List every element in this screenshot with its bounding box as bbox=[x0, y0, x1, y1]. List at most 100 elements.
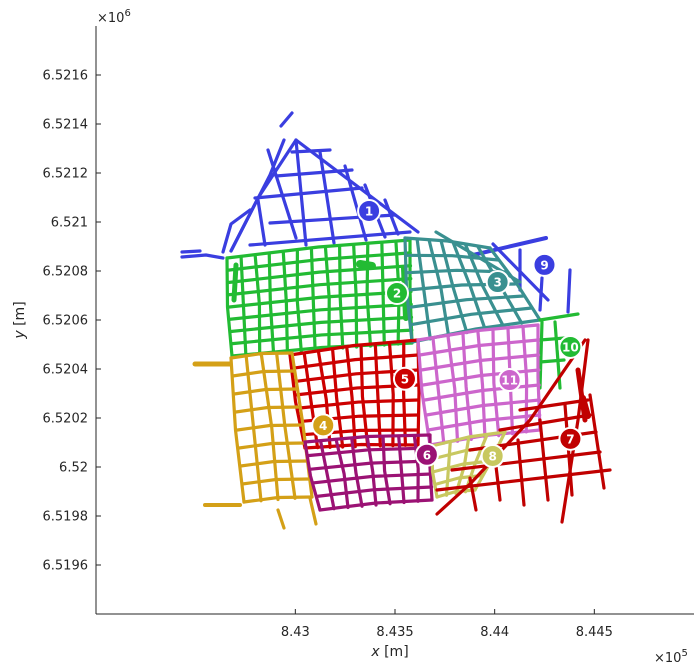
y-tick-label: 6.5198 bbox=[43, 510, 89, 525]
cluster-badge-number: 6 bbox=[423, 448, 431, 462]
street-segment bbox=[231, 369, 297, 378]
street-segment bbox=[242, 495, 314, 504]
cluster-badge-number: 10 bbox=[562, 340, 579, 354]
street-segment bbox=[403, 236, 492, 250]
y-tick-label: 6.5216 bbox=[43, 69, 89, 84]
street-segment bbox=[229, 315, 414, 334]
x-tick-label: 8.435 bbox=[376, 625, 413, 640]
street-segment bbox=[296, 398, 420, 410]
cluster-label-4: 4 bbox=[311, 413, 336, 438]
y-exponent-power: 6 bbox=[124, 8, 130, 19]
street-segment bbox=[226, 264, 413, 285]
street-segment bbox=[319, 439, 336, 511]
y-tick-label: 6.5208 bbox=[43, 265, 89, 280]
street-segment bbox=[450, 450, 602, 472]
street-segment bbox=[418, 338, 540, 357]
y-tick-label: 6.521 bbox=[51, 216, 88, 231]
street-segment bbox=[239, 459, 309, 468]
street-segment bbox=[303, 440, 322, 512]
street-segment bbox=[237, 441, 307, 450]
x-exponent-label: ×105 bbox=[654, 648, 688, 666]
street-segment bbox=[538, 320, 544, 390]
street-segment bbox=[516, 438, 526, 507]
street-segment bbox=[383, 198, 400, 236]
y-tick-label: 6.5196 bbox=[43, 559, 89, 574]
y-ticks: 6.5196 6.5198 6.52 6.5202 6.5204 6.5206 6.5208… bbox=[43, 69, 101, 574]
street-segment bbox=[308, 496, 318, 526]
x-axis-label: x [m] bbox=[370, 644, 408, 660]
street-network bbox=[180, 111, 612, 530]
street-segment bbox=[221, 208, 252, 254]
street-segment bbox=[518, 398, 590, 412]
street-segment bbox=[234, 405, 302, 414]
street-segment bbox=[538, 312, 580, 322]
cluster-badge-number: 8 bbox=[488, 449, 496, 463]
street-segment bbox=[235, 423, 304, 432]
street-segment bbox=[426, 413, 542, 432]
street-segment bbox=[498, 413, 592, 432]
y-tick-label: 6.5214 bbox=[43, 118, 89, 133]
street-segment bbox=[226, 251, 412, 272]
cluster-label-10: 10 bbox=[558, 334, 583, 359]
cluster-badge-number: 7 bbox=[566, 432, 574, 446]
street-segment bbox=[229, 351, 294, 360]
street-segment bbox=[309, 459, 433, 471]
street-segment bbox=[421, 368, 541, 387]
street-segment bbox=[439, 240, 469, 335]
street-segment bbox=[434, 473, 485, 486]
street-segment bbox=[334, 438, 350, 510]
street-segment bbox=[397, 435, 406, 505]
cluster-label-11: 11 bbox=[497, 368, 522, 393]
street-segment bbox=[521, 325, 529, 434]
cluster-label-8: 8 bbox=[480, 443, 505, 468]
cluster-label-2: 2 bbox=[384, 281, 409, 306]
street-segment bbox=[435, 488, 477, 499]
street-segment bbox=[560, 338, 590, 524]
y-tick-label: 6.5202 bbox=[43, 412, 89, 427]
cluster-label-3: 3 bbox=[485, 270, 510, 295]
street-segment bbox=[323, 246, 331, 351]
street-segment bbox=[430, 430, 507, 448]
cluster-badge-number: 3 bbox=[493, 276, 501, 290]
cluster-label-1: 1 bbox=[357, 198, 382, 223]
x-tick-label: 8.445 bbox=[576, 625, 613, 640]
street-segment bbox=[432, 459, 492, 474]
street-segment bbox=[309, 248, 317, 352]
y-axis-label: y [m] bbox=[12, 301, 28, 339]
street-segment bbox=[227, 289, 413, 309]
street-segment bbox=[225, 256, 234, 358]
street-segment bbox=[536, 323, 542, 432]
street-segment bbox=[451, 242, 487, 332]
street-segment bbox=[231, 262, 239, 303]
cluster-badge-number: 1 bbox=[365, 204, 373, 218]
cluster-badge-circle bbox=[384, 281, 409, 306]
street-segment bbox=[468, 476, 478, 512]
street-segment bbox=[318, 498, 434, 512]
street-segment bbox=[227, 277, 413, 297]
cluster-label-7: 7 bbox=[558, 426, 583, 451]
axes bbox=[95, 26, 694, 615]
street-segment bbox=[274, 168, 354, 178]
cluster-badge-circle bbox=[532, 252, 557, 277]
street-segment bbox=[306, 446, 432, 458]
street-segment bbox=[419, 353, 541, 372]
y-tick-label: 6.5204 bbox=[43, 363, 89, 378]
cluster-label-5: 5 bbox=[392, 366, 417, 391]
street-segment bbox=[431, 336, 446, 445]
street-segment bbox=[290, 353, 420, 370]
cluster-badge-number: 5 bbox=[401, 372, 409, 386]
street-segment bbox=[253, 186, 364, 200]
street-segment bbox=[279, 111, 294, 128]
street-segment bbox=[566, 268, 572, 314]
street-segment bbox=[416, 323, 540, 342]
cluster-labels: 1 2 3 4 5 6 7 8 9 10 11 bbox=[311, 198, 583, 468]
x-tick-label: 8.43 bbox=[281, 625, 310, 640]
street-segment bbox=[435, 468, 612, 492]
street-segment bbox=[180, 249, 202, 254]
street-segment bbox=[343, 164, 368, 242]
street-segment bbox=[471, 236, 548, 257]
street-segment bbox=[356, 260, 376, 270]
street-segment bbox=[423, 383, 541, 402]
cluster-badge-number: 2 bbox=[393, 287, 401, 301]
cluster-label-6: 6 bbox=[414, 442, 439, 467]
